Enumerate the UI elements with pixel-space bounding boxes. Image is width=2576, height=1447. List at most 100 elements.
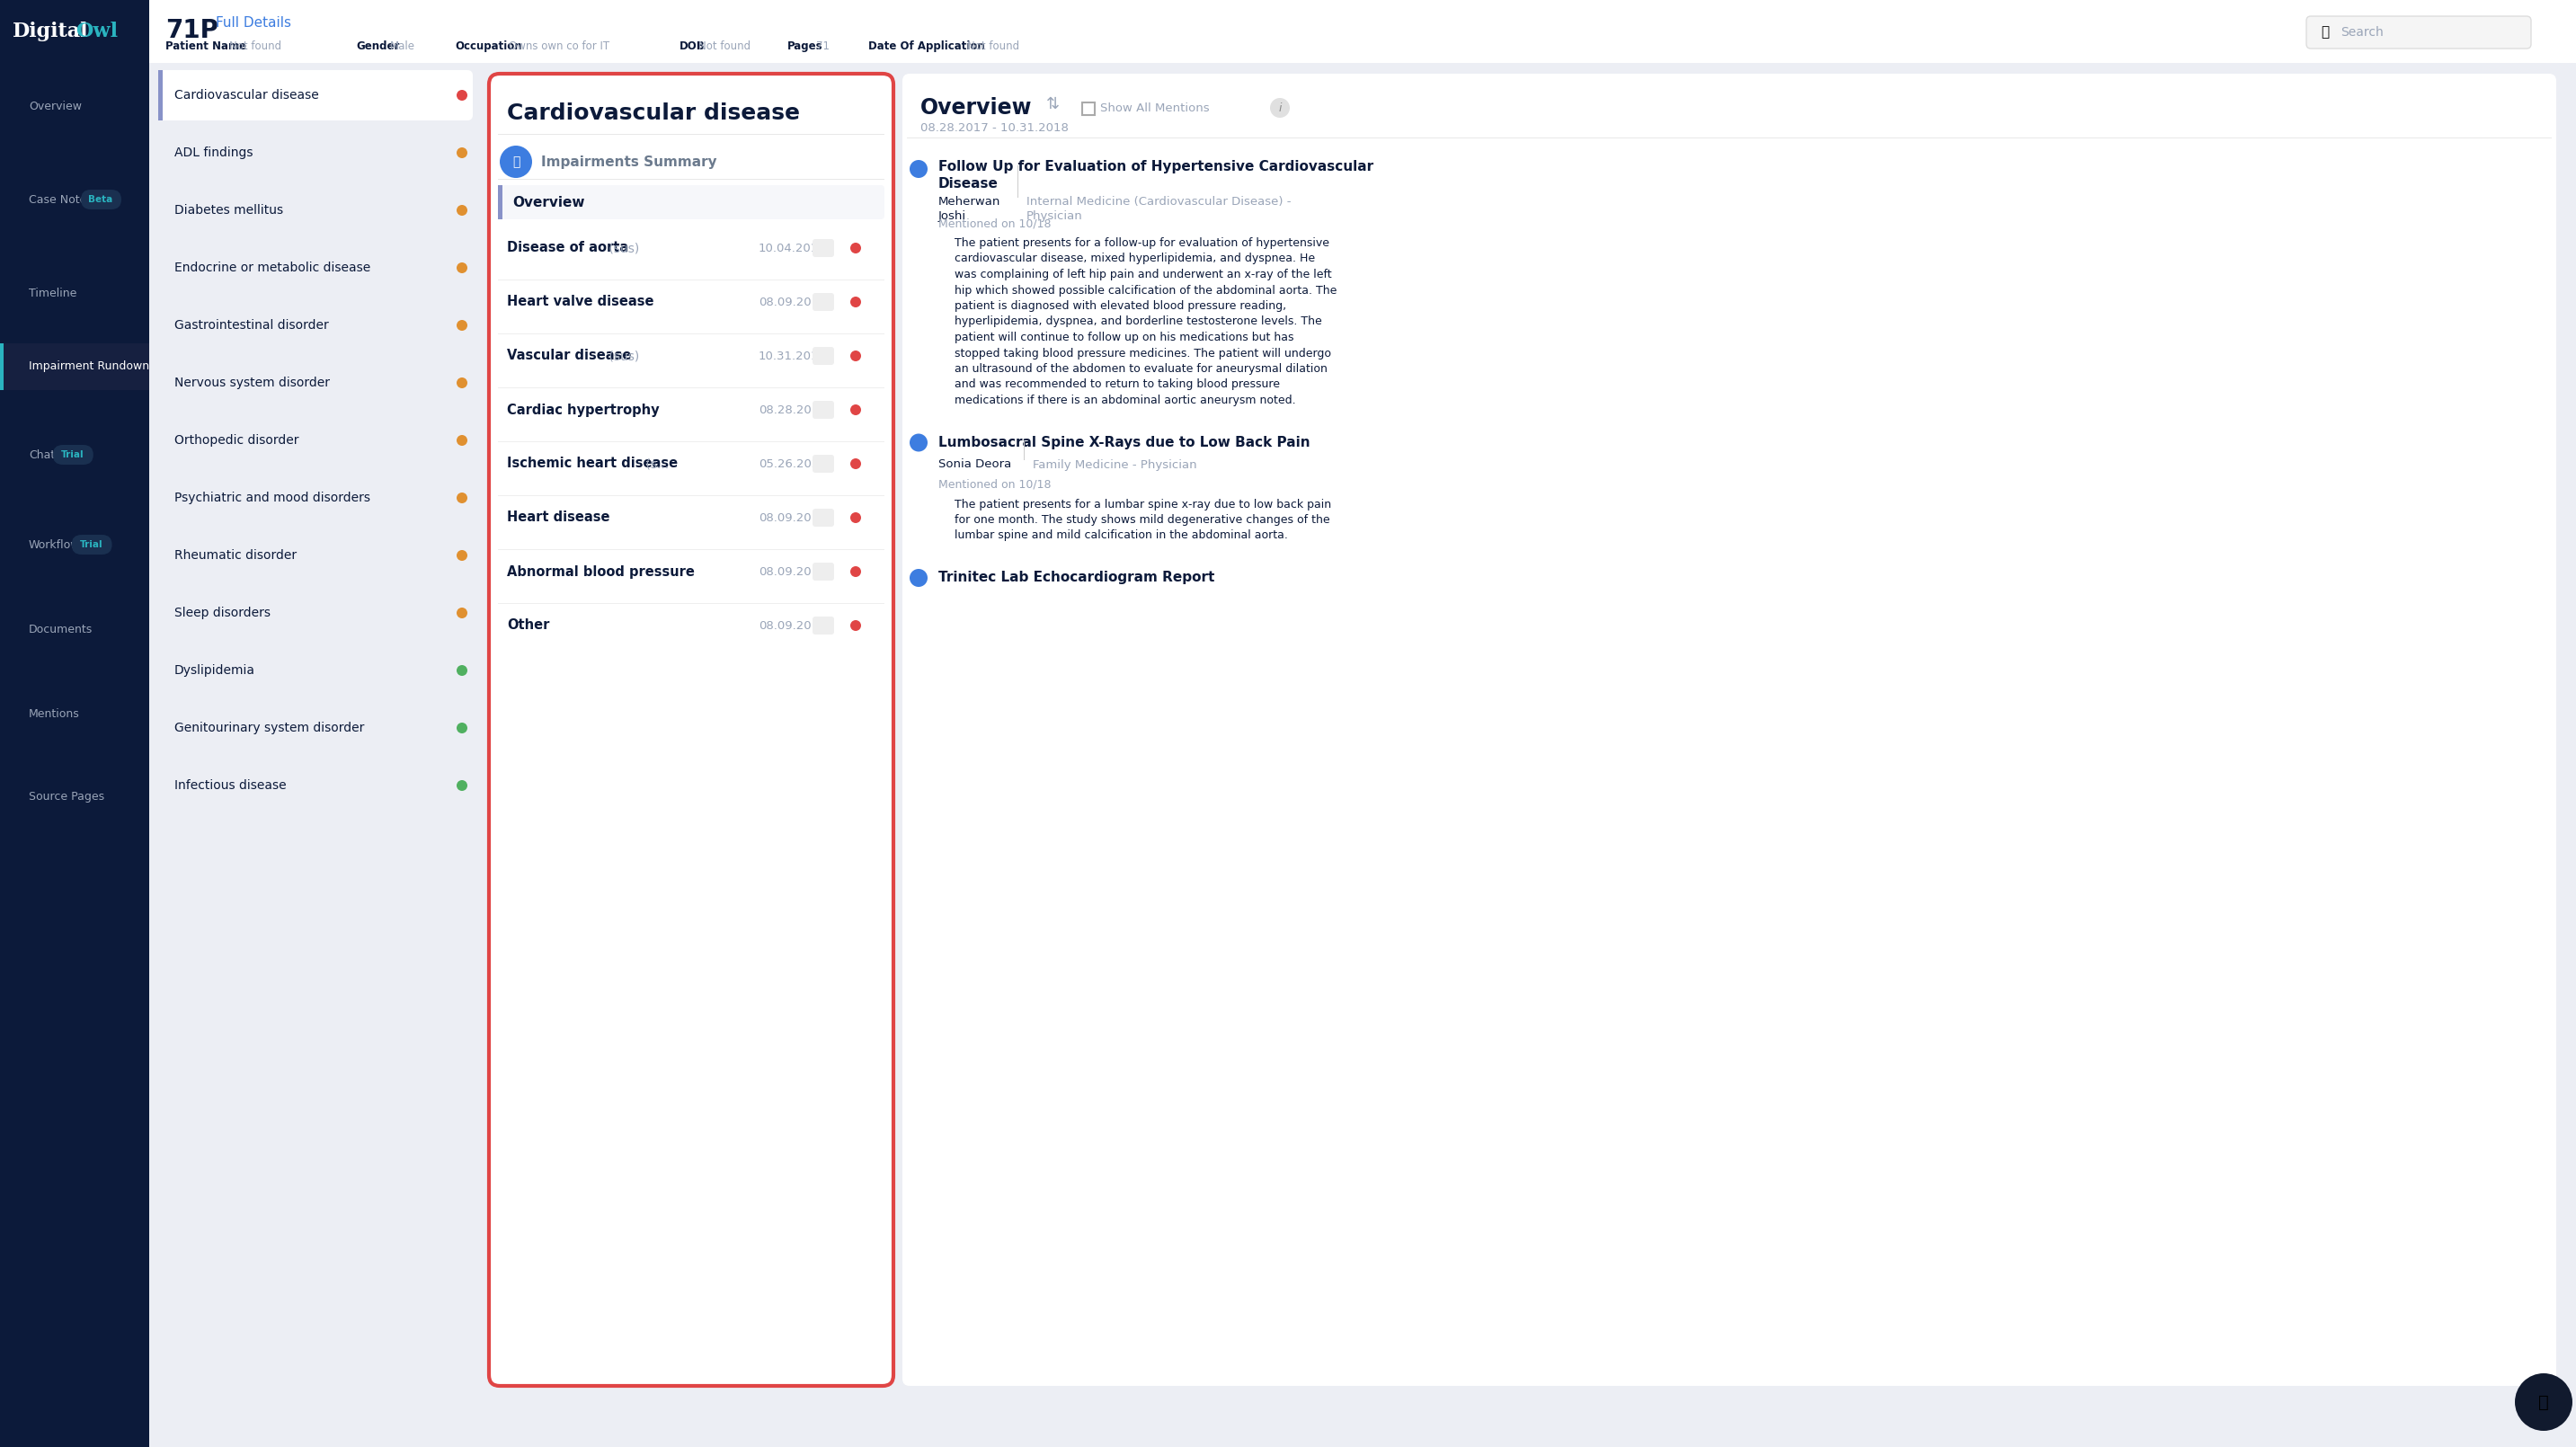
Text: 05.26.2021: 05.26.2021 — [757, 457, 827, 470]
Text: Workflow: Workflow — [28, 538, 80, 550]
Text: The patient presents for a lumbar spine x-ray due to low back pain: The patient presents for a lumbar spine … — [956, 498, 1332, 509]
FancyBboxPatch shape — [811, 616, 835, 635]
Text: Full Details: Full Details — [216, 16, 291, 29]
Text: ⇅: ⇅ — [1046, 96, 1059, 113]
FancyBboxPatch shape — [811, 347, 835, 365]
FancyBboxPatch shape — [811, 401, 835, 418]
Text: was complaining of left hip pain and underwent an x-ray of the left: was complaining of left hip pain and und… — [956, 269, 1332, 281]
Text: Meherwan
Joshi: Meherwan Joshi — [938, 195, 999, 221]
Text: Case Notes: Case Notes — [28, 194, 93, 205]
Text: Psychiatric and mood disorders: Psychiatric and mood disorders — [175, 492, 371, 504]
Text: for one month. The study shows mild degenerative changes of the: for one month. The study shows mild dege… — [956, 514, 1329, 525]
FancyBboxPatch shape — [72, 535, 111, 554]
Circle shape — [850, 405, 860, 415]
Text: patient is diagnosed with elevated blood pressure reading,: patient is diagnosed with elevated blood… — [956, 300, 1285, 313]
Text: lumbar spine and mild calcification in the abdominal aorta.: lumbar spine and mild calcification in t… — [956, 530, 1288, 541]
Text: Gastrointestinal disorder: Gastrointestinal disorder — [175, 318, 330, 331]
Text: Beta: Beta — [88, 195, 113, 204]
Bar — [0, 343, 3, 391]
Text: Sleep disorders: Sleep disorders — [175, 606, 270, 619]
Text: 08.28.2017 - 10.31.2018: 08.28.2017 - 10.31.2018 — [920, 122, 1069, 133]
Circle shape — [456, 378, 466, 388]
Text: 08.28.2017: 08.28.2017 — [757, 404, 827, 415]
Circle shape — [456, 780, 466, 792]
Circle shape — [456, 608, 466, 618]
Text: Overview: Overview — [28, 100, 82, 111]
FancyBboxPatch shape — [2306, 16, 2532, 49]
Text: 08.09.2017: 08.09.2017 — [757, 512, 827, 524]
Circle shape — [1270, 98, 1291, 117]
FancyBboxPatch shape — [902, 74, 2555, 1386]
Circle shape — [2514, 1373, 2573, 1431]
FancyBboxPatch shape — [811, 292, 835, 311]
Text: Genitourinary system disorder: Genitourinary system disorder — [175, 722, 363, 734]
Text: and was recommended to return to taking blood pressure: and was recommended to return to taking … — [956, 379, 1280, 391]
Text: Documents: Documents — [28, 624, 93, 635]
Text: Infectious disease: Infectious disease — [175, 780, 286, 792]
Text: (s...: (s... — [641, 457, 667, 470]
Text: Digital: Digital — [13, 22, 88, 42]
Text: Search: Search — [2342, 26, 2383, 39]
Text: Date Of Application: Date Of Application — [868, 41, 984, 52]
Text: 🔍: 🔍 — [2321, 26, 2329, 39]
FancyBboxPatch shape — [80, 190, 121, 210]
Circle shape — [456, 666, 466, 676]
Text: Show All Mentions: Show All Mentions — [1100, 101, 1211, 114]
FancyBboxPatch shape — [497, 185, 884, 220]
Circle shape — [850, 243, 860, 253]
Text: hip which showed possible calcification of the abdominal aorta. The: hip which showed possible calcification … — [956, 285, 1337, 297]
Text: Follow Up for Evaluation of Hypertensive Cardiovascular
Disease: Follow Up for Evaluation of Hypertensive… — [938, 161, 1373, 191]
Bar — [0, 0, 149, 1447]
Text: Mentioned on 10/18: Mentioned on 10/18 — [938, 479, 1051, 491]
FancyBboxPatch shape — [811, 509, 835, 527]
Text: Family Medicine - Physician: Family Medicine - Physician — [1033, 459, 1198, 470]
Text: Endocrine or metabolic disease: Endocrine or metabolic disease — [175, 262, 371, 273]
Text: Trial: Trial — [62, 450, 85, 459]
Text: ADL findings: ADL findings — [175, 146, 252, 159]
Text: 💬: 💬 — [2537, 1393, 2548, 1411]
Text: Cardiovascular disease: Cardiovascular disease — [175, 88, 319, 101]
Text: Vascular disease: Vascular disease — [507, 349, 631, 363]
Circle shape — [456, 722, 466, 734]
Text: Heart valve disease: Heart valve disease — [507, 295, 654, 308]
Text: Impairments Summary: Impairments Summary — [541, 155, 716, 168]
Text: 71: 71 — [817, 41, 829, 52]
Text: Mentions: Mentions — [28, 709, 80, 721]
Circle shape — [850, 297, 860, 307]
Text: Source Pages: Source Pages — [28, 790, 106, 802]
Text: Nervous system disorder: Nervous system disorder — [175, 376, 330, 389]
Text: Pages: Pages — [788, 41, 822, 52]
Text: Overview: Overview — [920, 97, 1033, 119]
Text: Orthopedic disorder: Orthopedic disorder — [175, 434, 299, 447]
Text: Sonia Deora: Sonia Deora — [938, 459, 1012, 470]
Text: 71P: 71P — [165, 17, 219, 43]
Text: 🔗: 🔗 — [513, 155, 520, 168]
FancyBboxPatch shape — [157, 69, 474, 120]
Text: 08.09.2017: 08.09.2017 — [757, 619, 827, 631]
Text: Diabetes mellitus: Diabetes mellitus — [175, 204, 283, 217]
FancyBboxPatch shape — [811, 563, 835, 580]
Bar — [497, 185, 502, 220]
Text: Trinitec Lab Echocardiogram Report: Trinitec Lab Echocardiogram Report — [938, 570, 1216, 585]
Text: Owns own co for IT: Owns own co for IT — [507, 41, 611, 52]
Text: Other: Other — [507, 619, 549, 632]
Text: Mentioned on 10/18: Mentioned on 10/18 — [938, 217, 1051, 229]
FancyBboxPatch shape — [811, 454, 835, 473]
Text: i: i — [1278, 101, 1280, 114]
Text: hyperlipidemia, dyspnea, and borderline testosterone levels. The: hyperlipidemia, dyspnea, and borderline … — [956, 315, 1321, 327]
Text: The patient presents for a follow-up for evaluation of hypertensive: The patient presents for a follow-up for… — [956, 237, 1329, 249]
Text: Not found: Not found — [698, 41, 750, 52]
Text: medications if there is an abdominal aortic aneurysm noted.: medications if there is an abdominal aor… — [956, 395, 1296, 407]
Circle shape — [850, 566, 860, 577]
Circle shape — [456, 492, 466, 504]
Text: Male: Male — [389, 41, 415, 52]
Circle shape — [456, 205, 466, 216]
Text: an ultrasound of the abdomen to evaluate for aneurysmal dilation: an ultrasound of the abdomen to evaluate… — [956, 363, 1327, 375]
Text: 10.31.2018: 10.31.2018 — [757, 350, 827, 362]
Text: Overview: Overview — [513, 195, 585, 208]
Circle shape — [909, 161, 927, 178]
Bar — [0, 343, 149, 391]
Text: Occupation: Occupation — [456, 41, 523, 52]
Circle shape — [456, 262, 466, 273]
FancyBboxPatch shape — [54, 444, 93, 464]
